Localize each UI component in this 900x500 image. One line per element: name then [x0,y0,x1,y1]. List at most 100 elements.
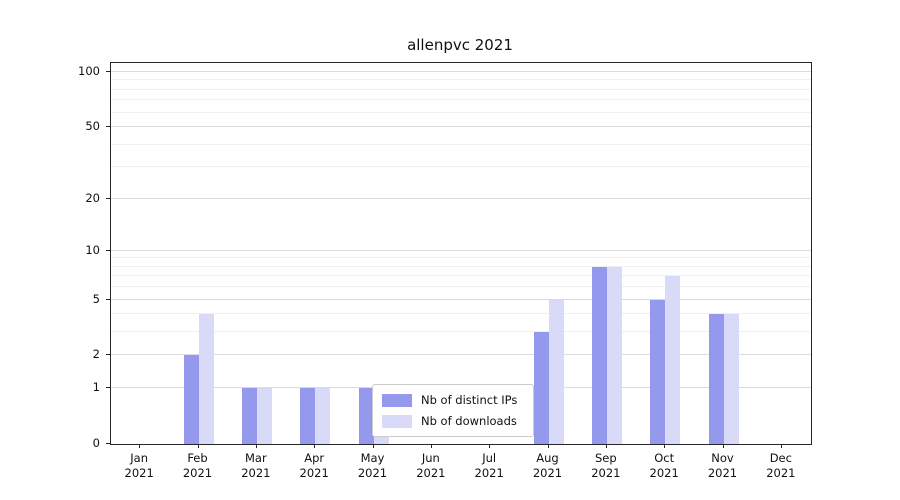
bar-apr-s1 [315,388,331,444]
x-tick-mark [780,444,782,448]
gridline-minor [111,143,811,145]
x-tick-label: Nov 2021 [694,451,752,481]
legend-swatch [382,393,412,407]
bar-aug-s0 [533,332,549,444]
bar-sep-s1 [606,266,622,444]
bar-mar-s1 [256,388,272,444]
y-tick-mark [106,126,110,128]
legend-label: Nb of distinct IPs [421,393,518,407]
y-tick-label: 5 [92,291,100,306]
x-tick-label: Dec 2021 [752,451,810,481]
gridline-minor [111,286,811,288]
x-tick-year: 2021 [532,466,563,480]
y-tick-mark [106,443,110,444]
x-tick-month: Dec [769,451,792,465]
gridline-minor [111,88,811,90]
x-tick-label: Oct 2021 [635,451,693,481]
bar-nov-s0 [708,314,724,444]
x-tick-mark [547,444,549,448]
gridline-major [111,197,811,199]
x-tick-label: Jun 2021 [402,451,460,481]
plot-area [110,62,812,445]
x-tick-year: 2021 [707,466,738,480]
x-tick-year: 2021 [766,466,796,480]
legend-swatch [382,414,412,428]
y-tick-mark [106,354,110,356]
x-tick-month: Sep [594,451,617,465]
x-tick-month: Nov [711,451,734,465]
gridline-major [111,249,811,251]
x-tick-label: Mar 2021 [227,451,285,481]
x-tick-month: Feb [187,451,208,465]
x-tick-year: 2021 [182,466,213,480]
bar-feb-s1 [198,314,214,444]
x-tick-month: Jul [482,451,497,465]
gridline-minor [111,79,811,81]
gridline-minor [111,166,811,168]
y-tick-mark [106,70,110,72]
x-tick-label: Aug 2021 [519,451,577,481]
x-tick-mark [372,444,374,448]
bar-apr-s0 [300,388,316,444]
gridline-minor [111,99,811,101]
gridline-minor [111,265,811,267]
x-tick-mark [255,444,257,448]
legend: Nb of distinct IPs Nb of downloads [372,384,535,437]
x-tick-mark [197,444,199,448]
x-tick-mark [722,444,724,448]
x-tick-label: May 2021 [344,451,402,481]
x-tick-month: Oct [654,451,675,465]
gridline-major [111,71,811,72]
y-tick-mark [106,387,110,389]
bar-mar-s0 [241,388,257,444]
x-tick-year: 2021 [416,466,446,480]
y-tick-mark [106,197,110,199]
legend-row: Nb of downloads [382,414,517,428]
x-tick-mark [139,444,141,448]
gridline-minor [111,111,811,113]
x-tick-label: Jul 2021 [460,451,518,481]
x-tick-mark [664,444,666,448]
x-tick-label: Sep 2021 [577,451,635,481]
y-tick-mark [106,249,110,251]
bar-aug-s1 [548,299,564,444]
x-tick-month: Jun [421,451,440,465]
bar-nov-s1 [723,314,739,444]
x-tick-month: Aug [536,451,559,465]
x-tick-mark [314,444,316,448]
gridline-major [111,126,811,128]
legend-row: Nb of distinct IPs [382,393,517,407]
y-tick-label: 100 [78,63,100,78]
y-tick-label: 1 [92,380,100,395]
gridline-major [111,354,811,356]
x-tick-year: 2021 [649,466,679,480]
bar-oct-s0 [650,299,666,444]
bar-may-s0 [358,388,374,444]
legend-label: Nb of downloads [421,414,517,428]
bar-feb-s0 [183,355,199,444]
x-tick-label: Feb 2021 [169,451,227,481]
x-tick-year: 2021 [124,466,154,480]
y-tick-label: 20 [85,190,100,205]
x-tick-month: Apr [304,451,325,465]
bar-sep-s0 [591,266,607,444]
y-tick-label: 50 [85,119,100,134]
y-tick-label: 10 [85,242,100,257]
x-tick-year: 2021 [241,466,271,480]
x-tick-year: 2021 [299,466,329,480]
x-tick-month: May [360,451,385,465]
y-tick-label: 2 [92,347,100,362]
gridline-minor [111,257,811,259]
x-tick-mark [489,444,491,448]
bar-oct-s1 [665,276,681,444]
x-tick-year: 2021 [357,466,388,480]
gridline-major [111,298,811,300]
x-tick-month: Jan [130,451,149,465]
x-tick-year: 2021 [474,466,504,480]
y-tick-label: 0 [92,436,100,450]
x-tick-mark [430,444,432,448]
gridline-minor [111,313,811,315]
y-tick-mark [106,298,110,300]
x-tick-month: Mar [244,451,267,465]
